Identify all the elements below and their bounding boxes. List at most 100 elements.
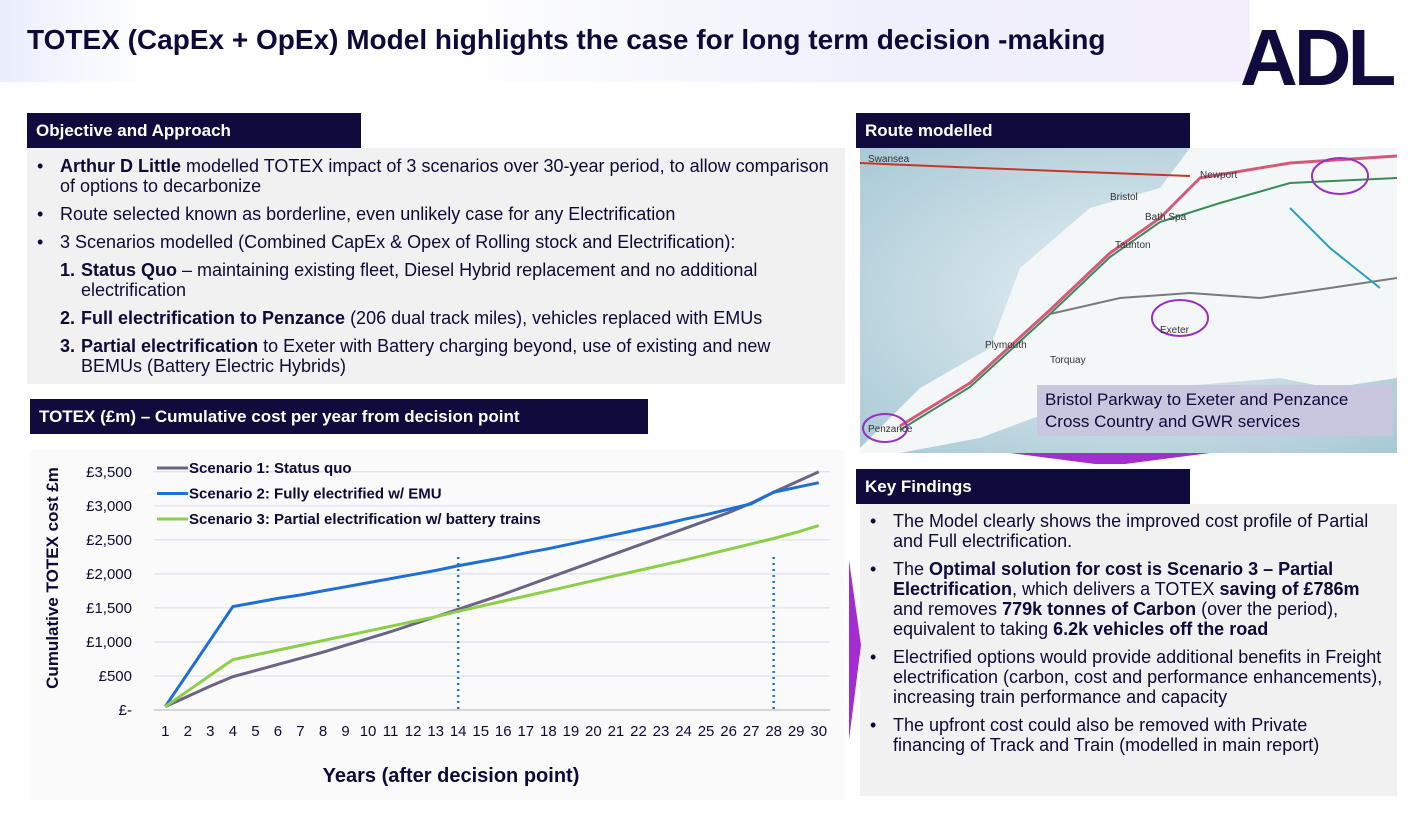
map-label: Plymouth (985, 340, 1027, 351)
arrow-shape (1010, 453, 1210, 464)
text-run: (over the period), equivalent to taking (893, 599, 1339, 639)
text-run: 6.2k vehicles off the road (1053, 619, 1269, 639)
x-tick-label: 23 (653, 723, 670, 740)
x-tick-label: 12 (405, 723, 422, 740)
chart-background (30, 450, 845, 800)
bullet: Electrified options would provide additi… (860, 647, 1383, 707)
scenario: 1. Status Quo – maintaining existing flee… (27, 260, 833, 300)
objective-panel: Arthur D Little modelled TOTEX impact of… (27, 148, 845, 384)
y-tick-label: £3,500 (86, 464, 132, 481)
section-heading: Route modelled (856, 113, 1190, 148)
text-run: Optimal solution for cost is Scenario 3 … (893, 559, 1334, 599)
scenario: 2. Full electrification to Penzance (206 … (27, 308, 833, 328)
scenario-number: 1. (60, 260, 76, 280)
rail-line (899, 154, 1397, 428)
x-tick-label: 4 (229, 723, 237, 740)
map-caption: Bristol Parkway to Exeter and Penzance C… (1037, 385, 1393, 436)
scenario-number: 3. (60, 336, 76, 356)
x-tick-label: 7 (296, 723, 304, 740)
y-tick-label: £- (119, 702, 132, 719)
highlight-ring (1151, 299, 1209, 337)
x-tick-label: 21 (608, 723, 625, 740)
x-tick-label: 15 (472, 723, 489, 740)
section-heading: Objective and Approach (27, 113, 361, 148)
x-tick-label: 9 (341, 723, 349, 740)
x-tick-label: 30 (810, 723, 827, 740)
text-run: 779k tonnes of Carbon (1002, 599, 1197, 619)
text-run: saving of £786m (1219, 579, 1360, 599)
rail-line (1049, 277, 1397, 315)
x-tick-label: 14 (450, 723, 467, 740)
highlight-ring (1311, 157, 1369, 195)
x-tick-label: 29 (788, 723, 805, 740)
caption-line: Cross Country and GWR services (1045, 412, 1301, 431)
chart: £- £500 £1,000 £1,500 £2,000 £2,500 £3,000 £3,5… (43, 460, 830, 787)
x-tick-label: 3 (206, 723, 214, 740)
map-label: Torquay (1050, 355, 1086, 366)
y-tick-label: £500 (99, 668, 132, 685)
map-label: Taunton (1115, 240, 1151, 251)
y-tick-label: £2,000 (86, 566, 132, 583)
x-tick-label: 2 (184, 723, 192, 740)
map-land (860, 148, 1397, 453)
y-axis-title: Cumulative TOTEX cost £m (43, 467, 62, 689)
x-tick-label: 25 (698, 723, 715, 740)
arrow-right (849, 560, 861, 740)
bullet: The Model clearly shows the improved cos… (860, 511, 1383, 551)
bullet: Arthur D Little modelled TOTEX impact of… (27, 156, 833, 196)
x-tick-label: 16 (495, 723, 512, 740)
text-run: , which delivers a TOTEX (1012, 579, 1220, 599)
logo: ADL (1240, 13, 1396, 102)
text-run: and removes (893, 599, 1003, 619)
x-tick-label: 8 (319, 723, 327, 740)
rail-line (1289, 207, 1381, 289)
x-tick-label: 11 (383, 723, 399, 740)
text-run: 3 Scenarios modelled (Combined CapEx & O… (60, 232, 736, 252)
x-tick-label: 17 (517, 723, 534, 740)
map-label: Bristol (1110, 192, 1138, 203)
x-tick-label: 22 (630, 723, 647, 740)
caption-line: Bristol Parkway to Exeter and Penzance (1045, 390, 1349, 409)
rail-line (860, 162, 1191, 177)
bullet: The upfront cost could also be removed w… (860, 715, 1383, 755)
bullet: 3 Scenarios modelled (Combined CapEx & O… (27, 232, 833, 252)
text-run: The Model clearly shows the improved cos… (893, 511, 1369, 551)
x-tick-label: 18 (540, 723, 557, 740)
scenario-number: 2. (60, 308, 76, 328)
findings-panel: The Model clearly shows the improved cos… (860, 504, 1397, 796)
x-tick-label: 27 (743, 723, 760, 740)
series-line (164, 481, 820, 708)
series-line (164, 524, 820, 708)
text-run: to Exeter with Battery charging beyond, … (81, 336, 771, 376)
y-tick-label: £1,500 (86, 600, 132, 617)
legend-label: Scenario 1: Status quo (189, 460, 352, 477)
x-tick-label: 6 (274, 723, 282, 740)
map-label: Newport (1200, 170, 1237, 181)
text-run: – maintaining existing fleet, Diesel Hyb… (81, 260, 758, 300)
x-tick-label: 26 (720, 723, 737, 740)
x-tick-label: 1 (161, 723, 169, 740)
x-tick-label: 28 (765, 723, 782, 740)
map-label: Bath Spa (1145, 212, 1187, 223)
arrow-down (1010, 453, 1210, 464)
slide-title: TOTEX (CapEx + OpEx) Model highlights th… (27, 24, 1106, 55)
text-run: modelled TOTEX impact of 3 scenarios ove… (60, 156, 829, 196)
x-tick-label: 24 (675, 723, 692, 740)
x-tick-label: 5 (251, 723, 259, 740)
text-run: Full electrification to Penzance (81, 308, 346, 328)
x-tick-label: 20 (585, 723, 602, 740)
map-label: Penzance (868, 424, 913, 435)
chart-heading: TOTEX (£m) – Cumulative cost per year fr… (30, 399, 648, 434)
scenario: 3. Partial electrification to Exeter with… (27, 336, 833, 376)
text-run: The upfront cost could also be removed w… (893, 715, 1320, 755)
map-label: Exeter (1160, 325, 1190, 336)
text-run: Arthur D Little (60, 156, 181, 176)
section-heading: Key Findings (856, 469, 1190, 504)
y-tick-label: £3,000 (86, 498, 132, 515)
rail-line (899, 177, 1397, 431)
bullet: Route selected known as borderline, even… (27, 204, 833, 224)
legend-label: Scenario 3: Partial electrification w/ b… (189, 511, 541, 528)
y-tick-label: £1,000 (86, 634, 132, 651)
x-axis-title: Years (after decision point) (323, 765, 580, 787)
